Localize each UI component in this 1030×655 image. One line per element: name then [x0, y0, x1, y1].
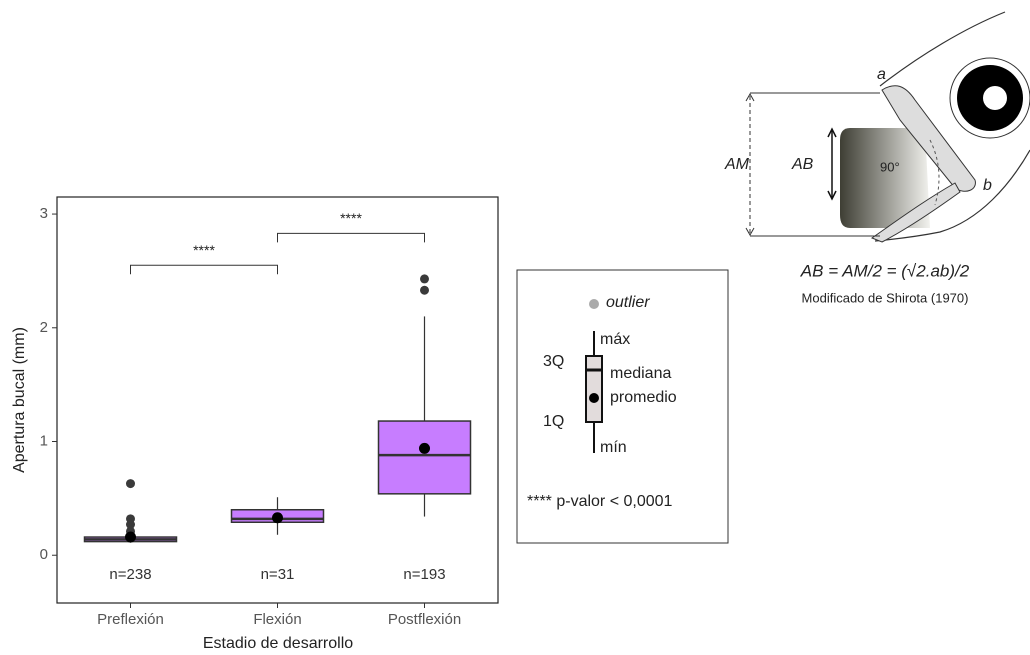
key-text: mín [600, 439, 627, 456]
n-label: n=193 [403, 566, 445, 583]
n-label: n=31 [261, 566, 295, 583]
outlier [420, 274, 429, 284]
x-tick-label: Preflexión [97, 611, 164, 628]
x-tick-label: Postflexión [388, 611, 461, 628]
key-text: máx [600, 331, 630, 348]
key-text: 3Q [543, 353, 564, 370]
point-label: a [877, 66, 886, 83]
x-axis-label: Estadio de desarrollo [203, 635, 353, 652]
formula: AB = AM/2 = (√2.ab)/2 [800, 261, 970, 280]
head-outline [874, 149, 1030, 242]
outlier [126, 514, 135, 524]
mean-dot [125, 531, 136, 543]
outlier [126, 479, 135, 489]
ab-label: AB [791, 156, 814, 173]
outlier [420, 285, 429, 295]
key-box [585, 355, 603, 423]
am-label: AM [724, 156, 750, 173]
key-text: 1Q [543, 413, 564, 430]
fish-diagram: a b AM AB 90° AB = AM/2 = (√2.ab)/2 Modi… [724, 11, 1030, 305]
key-outlier-dot [589, 299, 599, 309]
mean-dot [419, 442, 430, 454]
mouth [840, 128, 930, 228]
key-text: **** p-valor < 0,0001 [527, 493, 673, 510]
key-mean-dot [589, 393, 599, 403]
significance-bracket [277, 232, 425, 243]
ab-arrowheads [827, 127, 837, 201]
point-label: b [983, 177, 992, 194]
x-tick-label: Flexión [253, 611, 301, 628]
am-arrowheads [745, 92, 755, 237]
mean-dot [272, 512, 283, 524]
y-tick-label: 1 [40, 432, 48, 449]
y-axis-label: Apertura bucal (mm) [11, 327, 28, 473]
lower-jaw [870, 182, 961, 243]
caption: Modificado de Shirota (1970) [802, 290, 969, 305]
significance-label: **** [193, 242, 215, 258]
key-text: mediana [610, 365, 671, 382]
y-tick-label: 2 [40, 319, 48, 336]
y-tick-label: 3 [40, 205, 48, 222]
n-label: n=238 [109, 566, 151, 583]
significance-bracket [130, 264, 278, 275]
head-outline [879, 11, 1006, 87]
key-text: outlier [606, 294, 650, 311]
key-text: promedio [610, 389, 677, 406]
key-panel: outlier máx 3Q mediana promedio 1Q mín *… [516, 269, 729, 544]
significance-label: **** [340, 210, 362, 226]
angle-label: 90° [880, 159, 900, 174]
box [377, 420, 472, 495]
key-frame [516, 269, 729, 544]
pupil [983, 86, 1007, 110]
angle-arc [929, 139, 940, 206]
y-tick-label: 0 [40, 546, 48, 563]
